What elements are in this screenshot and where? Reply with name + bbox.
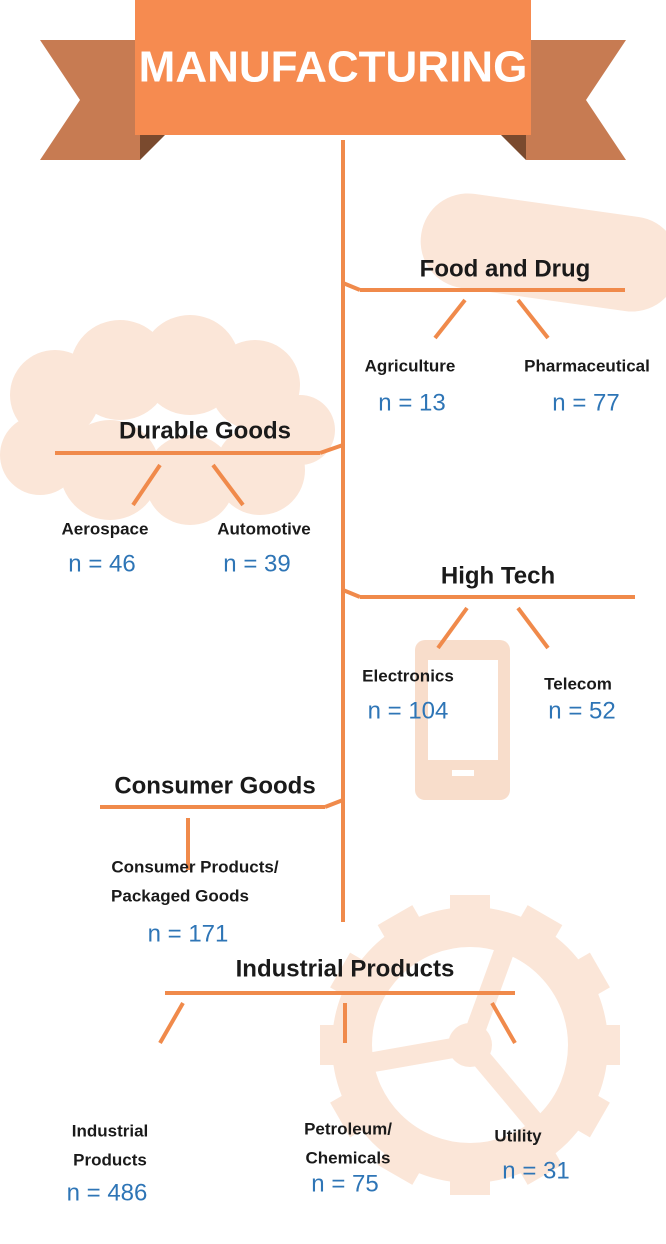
connector	[324, 798, 344, 809]
category-label: High Tech	[441, 562, 555, 589]
count: n = 52	[548, 697, 615, 724]
child-connector	[436, 606, 469, 650]
connector	[342, 281, 361, 292]
count: n = 46	[68, 550, 135, 577]
count: n = 77	[552, 389, 619, 416]
category-label: Industrial Products	[236, 955, 455, 982]
subcategory-label: Petroleum/	[304, 1119, 392, 1138]
gear-tooth	[377, 1130, 433, 1185]
category-label: Durable Goods	[119, 417, 291, 444]
subcategory-label: Packaged Goods	[111, 886, 249, 905]
gear-tooth	[507, 905, 563, 960]
gear-tooth	[555, 1082, 610, 1138]
child-connector	[131, 463, 162, 507]
count: n = 13	[378, 389, 445, 416]
cloud-icon	[0, 315, 335, 525]
decorations	[0, 193, 666, 1195]
child-connector	[516, 606, 550, 650]
connector	[342, 588, 361, 599]
banner: MANUFACTURING	[40, 0, 626, 160]
subcategory-label: Industrial	[72, 1121, 149, 1140]
count: n = 171	[148, 920, 229, 947]
gear-tooth	[580, 1025, 620, 1065]
child-connector	[158, 1002, 185, 1044]
gear-tooth	[320, 1025, 360, 1065]
child-connector	[211, 463, 245, 507]
child-connector	[516, 298, 550, 340]
category-group: Food and Drug Agriculture n = 13 Pharmaceut…	[342, 255, 650, 416]
count: n = 39	[223, 550, 290, 577]
subcategory-label: Products	[73, 1150, 147, 1169]
gear-icon	[320, 895, 620, 1195]
category-group: High Tech Electronics n = 104 Telecom n = 52	[342, 562, 635, 724]
count: n = 486	[67, 1179, 148, 1206]
count: n = 75	[311, 1170, 378, 1197]
subcategory-label: Pharmaceutical	[524, 356, 650, 375]
gear-tooth	[377, 905, 433, 960]
gear-tooth	[507, 1130, 563, 1185]
gear-tooth	[555, 952, 610, 1008]
tree: Food and Drug Agriculture n = 13 Pharmaceut…	[55, 255, 650, 1206]
subcategory-label: Consumer Products/	[111, 857, 278, 876]
subcategory-label: Utility	[494, 1126, 542, 1145]
gear-spoke	[462, 1038, 549, 1136]
count: n = 104	[368, 697, 449, 724]
category-label: Food and Drug	[420, 255, 591, 282]
category-group: Industrial Products Industrial Products n =…	[67, 955, 570, 1206]
category-group: Consumer Goods Consumer Products/Packaged…	[100, 772, 344, 947]
gear-tooth	[330, 1082, 385, 1138]
phone-icon	[415, 640, 510, 800]
category-label: Consumer Goods	[114, 772, 315, 799]
subcategory-label: Aerospace	[62, 519, 149, 538]
count: n = 31	[502, 1157, 569, 1184]
subcategory-label: Agriculture	[365, 356, 456, 375]
title: MANUFACTURING	[139, 43, 528, 92]
gear-spoke	[359, 1035, 472, 1074]
gear-tooth	[450, 1155, 490, 1195]
gear-tooth	[450, 895, 490, 935]
subcategory-label: Electronics	[362, 666, 454, 685]
connector	[319, 443, 344, 455]
ribbon-fold	[140, 135, 165, 160]
child-connector	[490, 1002, 517, 1044]
ribbon-left	[40, 40, 140, 160]
subcategory-label: Automotive	[217, 519, 311, 538]
category-group: Durable Goods Aerospace n = 46 Automotive n …	[55, 417, 344, 577]
subcategory-label: Telecom	[544, 674, 612, 693]
ribbon-right	[526, 40, 626, 160]
ribbon-fold	[501, 135, 526, 160]
child-connector	[433, 298, 467, 340]
pill-icon	[420, 193, 666, 312]
banner-box	[135, 0, 531, 135]
subcategory-label: Chemicals	[305, 1148, 390, 1167]
